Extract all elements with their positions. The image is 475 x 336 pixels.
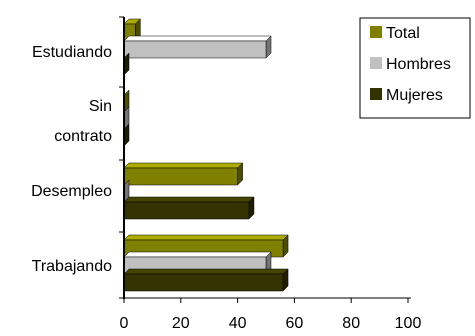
legend-item-mujeres: Mujeres	[370, 87, 443, 104]
bar-total-2	[123, 162, 244, 186]
x-tick-label: 100	[395, 315, 422, 332]
bar-mujeres-3	[123, 268, 289, 292]
axes-layer	[119, 16, 411, 303]
legend-swatch	[370, 26, 382, 38]
x-tick-label: 20	[172, 315, 190, 332]
bar-mujeres-2	[123, 196, 255, 220]
category-label: Estudiando	[32, 44, 112, 61]
x-tick-label: 0	[120, 315, 129, 332]
legend-label: Hombres	[386, 56, 451, 73]
legend-swatch	[370, 57, 382, 69]
legend-item-hombres: Hombres	[370, 56, 451, 73]
category-label: Sin	[89, 98, 112, 115]
x-tick-labels: 0 20 40 60 80 100	[120, 315, 422, 332]
bar-hombres-0	[123, 35, 272, 59]
legend-label: Total	[386, 25, 420, 42]
category-label: Desempleo	[31, 183, 112, 200]
x-tick-label: 80	[342, 315, 360, 332]
legend-item-total: Total	[370, 25, 420, 42]
legend-swatch	[370, 88, 382, 100]
x-tick-label: 60	[286, 315, 304, 332]
category-label: Trabajando	[32, 258, 112, 275]
category-label: contrato	[54, 128, 112, 145]
category-labels: Estudiando Sin contrato Desempleo Trabajando	[31, 44, 112, 275]
legend-label: Mujeres	[386, 87, 443, 104]
bar-total-0	[123, 18, 141, 42]
bars-layer	[123, 18, 289, 292]
x-tick-label: 40	[229, 315, 247, 332]
legend: Total Hombres Mujeres	[359, 17, 471, 119]
